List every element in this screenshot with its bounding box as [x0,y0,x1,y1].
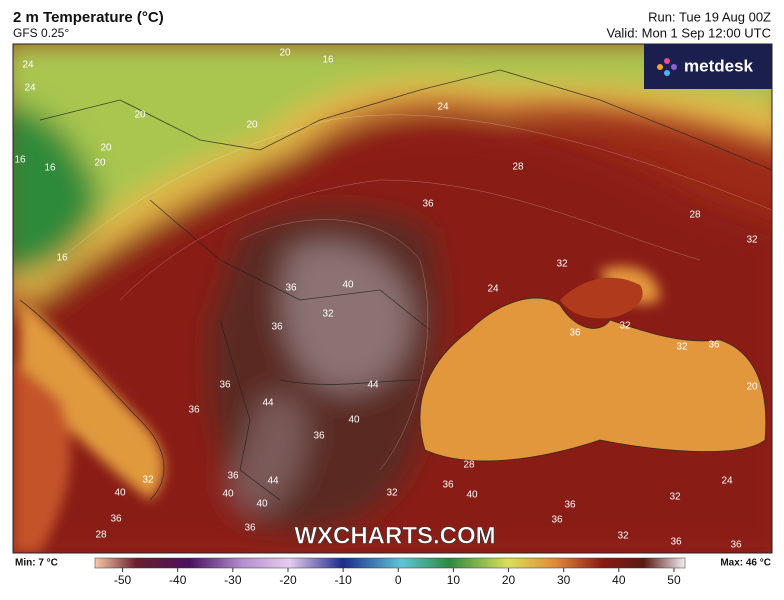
contour-label: 40 [342,280,354,291]
colorbar [94,557,686,569]
contour-label: 36 [227,471,239,482]
colorbar-tick-label: -50 [114,573,132,587]
contour-label: 32 [142,475,154,486]
contour-label: 16 [56,253,68,264]
contour-label: 36 [670,537,682,548]
contour-label: 36 [569,328,581,339]
contour-label: 36 [110,514,122,525]
max-label: Max: 46 °C [720,558,771,569]
contour-label: 24 [24,83,36,94]
contour-label: 24 [721,476,733,487]
contour-label: 16 [44,163,56,174]
contour-label: 28 [95,530,107,541]
contour-label: 36 [730,540,742,551]
contour-label: 20 [100,143,112,154]
run-time: Run: Tue 19 Aug 00Z [648,9,771,24]
colorbar-tick-label: -10 [334,573,352,587]
contour-label: 20 [94,158,106,169]
colorbar-tick-label: -30 [224,573,242,587]
map-title: 2 m Temperature (°C) [13,9,164,26]
contour-label: 32 [617,531,629,542]
contour-label: 28 [512,162,524,173]
contour-label: 44 [262,398,274,409]
colorbar-tick-label: 0 [395,573,402,587]
contour-label: 20 [746,382,758,393]
contour-label: 24 [437,102,449,113]
contour-label: 36 [442,480,454,491]
contour-label: 40 [114,488,126,499]
colorbar-tick-label: -40 [169,573,187,587]
contour-label: 24 [22,60,34,71]
contour-label: 36 [271,322,283,333]
watermark: WXCHARTS.COM [294,522,495,549]
colorbar-tick-label: 40 [612,573,626,587]
contour-label: 36 [313,431,325,442]
contour-label: 32 [322,309,334,320]
colorbar-tick-label: 50 [667,573,681,587]
contour-label: 36 [551,515,563,526]
colorbar-tick-label: 20 [502,573,516,587]
contour-label: 40 [348,415,360,426]
contour-label: 40 [466,490,478,501]
logo-icon [657,58,677,76]
contour-label: 32 [386,488,398,499]
contour-label: 36 [188,405,200,416]
contour-label: 40 [222,489,234,500]
colorbar-tick-label: -20 [279,573,297,587]
contour-label: 16 [14,155,26,166]
contour-label: 32 [556,259,568,270]
model-label: GFS 0.25° [13,26,69,40]
contour-label: 28 [689,210,701,221]
contour-label: 32 [746,235,758,246]
contour-label: 32 [676,342,688,353]
contour-label: 32 [669,492,681,503]
contour-label: 40 [256,499,268,510]
contour-label: 36 [219,380,231,391]
contour-label: 36 [422,199,434,210]
logo-box [644,44,772,89]
contour-label: 36 [285,283,297,294]
contour-label: 16 [322,55,334,66]
contour-label: 36 [708,340,720,351]
contour-label: 32 [619,321,631,332]
valid-time: Valid: Mon 1 Sep 12:00 UTC [606,25,771,40]
colorbar-tick-label: 30 [557,573,571,587]
contour-label: 20 [279,48,291,59]
contour-label: 28 [463,460,475,471]
black-sea [420,298,766,461]
map-field [13,44,772,553]
contour-label: 44 [267,476,279,487]
logo-text: metdesk [684,56,754,75]
contour-label: 24 [487,284,499,295]
colorbar-tick-label: 10 [447,573,461,587]
contour-label: 20 [134,110,146,121]
contour-label: 36 [244,523,256,534]
contour-label: 20 [246,120,258,131]
contour-label: 44 [367,380,379,391]
contour-label: 36 [564,500,576,511]
min-label: Min: 7 °C [15,558,58,569]
